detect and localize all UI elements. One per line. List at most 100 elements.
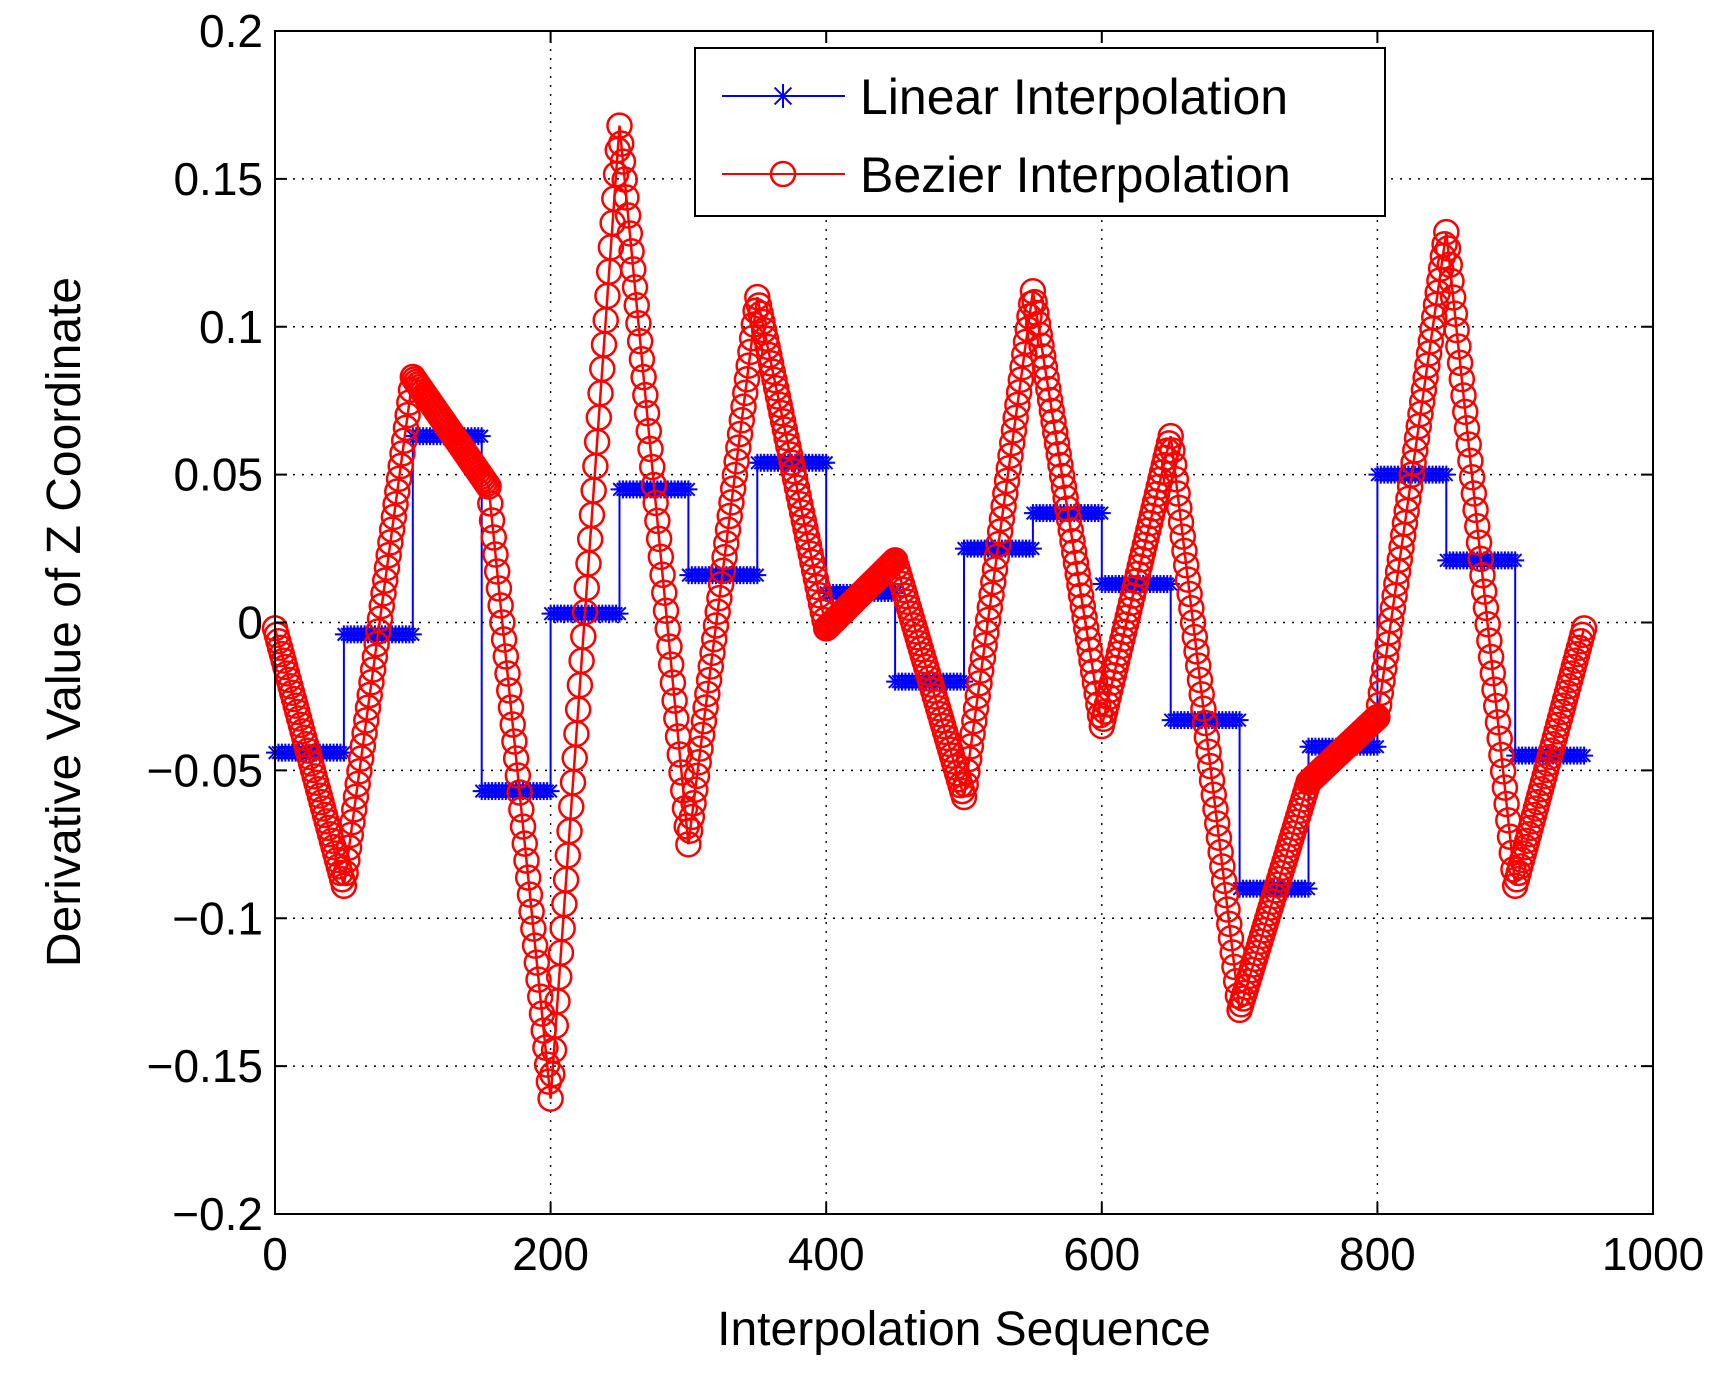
bezier-point: [1174, 566, 1202, 593]
bezier-point: [726, 420, 754, 448]
bezier-point: [1362, 705, 1389, 733]
bezier-point: [711, 543, 738, 571]
bezier-point: [1445, 333, 1472, 360]
bezier-point: [509, 813, 537, 840]
bezier-point: [380, 503, 408, 531]
bezier-point: [976, 594, 1004, 621]
bezier-point: [637, 435, 664, 463]
x-tick-label: 1000: [1602, 1228, 1704, 1280]
bezier-point: [647, 543, 675, 571]
bezier-point: [666, 741, 694, 768]
bezier-point: [1446, 349, 1474, 377]
bezier-point: [1453, 414, 1481, 442]
y-tick-label: 0.05: [173, 449, 263, 501]
bezier-point: [1069, 593, 1097, 620]
bezier-point: [723, 448, 750, 475]
bezier-point: [1488, 741, 1515, 769]
bezier-point: [1188, 681, 1215, 708]
bezier-point: [954, 758, 981, 785]
bezier-point: [616, 220, 644, 247]
bezier-point: [626, 327, 654, 355]
bezier-point: [642, 489, 669, 517]
bezier-point: [356, 681, 383, 709]
bezier-point: [1464, 512, 1491, 540]
bezier-point: [969, 644, 997, 672]
y-tick-label: 0.15: [173, 153, 263, 205]
bezier-point: [1214, 896, 1241, 923]
bezier-point: [1190, 695, 1217, 722]
bezier-point: [1486, 725, 1513, 752]
series-layer: [261, 112, 1598, 1112]
bezier-point: [1172, 552, 1200, 579]
bezier-point: [344, 770, 371, 798]
legend-asterisk-glyph: [771, 84, 795, 108]
bezier-point: [621, 274, 649, 301]
bezier-point: [1064, 560, 1091, 588]
bezier-point: [676, 817, 704, 844]
bezier-point: [678, 803, 706, 831]
bezier-point: [1202, 795, 1229, 823]
bezier-point: [525, 966, 552, 993]
bezier-point: [733, 365, 761, 393]
bezier-point: [390, 427, 418, 454]
bezier-point: [1081, 669, 1109, 696]
bezier-point: [1438, 267, 1465, 295]
bezier-point: [1183, 638, 1210, 665]
bezier-point: [706, 584, 733, 612]
bezier-point: [688, 721, 716, 749]
bezier-point: [1071, 604, 1098, 631]
bezier-point: [988, 505, 1016, 533]
y-tick-label: 0.1: [199, 301, 263, 353]
bezier-point: [974, 606, 1002, 634]
bezier-point: [1042, 419, 1069, 446]
bezier-point: [346, 758, 373, 785]
bezier-point: [1012, 328, 1040, 356]
bezier-point: [1076, 636, 1103, 664]
bezier-point: [731, 379, 759, 407]
bezier-point: [966, 669, 993, 697]
bezier-point: [697, 653, 725, 680]
bezier-point: [682, 776, 709, 803]
bezier-point: [652, 597, 680, 624]
bezier-point: [523, 949, 551, 976]
bezier-point: [962, 695, 990, 722]
linear-point: [1368, 737, 1387, 756]
bezier-point: [330, 872, 358, 899]
linear-point: [1023, 539, 1042, 558]
bezier-point: [382, 490, 409, 518]
bezier-point: [1157, 422, 1184, 450]
bezier-point: [663, 705, 690, 732]
bezier-point: [980, 568, 1007, 596]
bezier-point: [389, 440, 416, 467]
y-tick-label: −0.1: [172, 892, 263, 944]
bezier-point: [1074, 625, 1102, 653]
bezier-point: [473, 470, 501, 498]
bezier-point: [508, 796, 535, 823]
bezier-point: [1028, 332, 1055, 359]
bezier-point: [477, 490, 504, 517]
bezier-point: [342, 783, 370, 810]
bezier-point: [483, 558, 511, 585]
bezier-point: [692, 694, 719, 721]
linear-point: [1575, 746, 1594, 765]
bezier-point: [1489, 758, 1517, 785]
bezier-point: [623, 292, 650, 319]
bezier-point: [632, 381, 659, 409]
bezier-point: [1035, 375, 1062, 403]
bezier-point: [661, 687, 688, 714]
bezier-point: [1476, 627, 1503, 654]
bezier-point: [959, 720, 986, 748]
bezier-point: [1216, 910, 1243, 938]
y-tick-label: −0.05: [147, 744, 263, 796]
bezier-point: [1004, 391, 1031, 419]
bezier-point: [967, 657, 995, 684]
bezier-point: [1470, 578, 1498, 605]
bezier-point: [394, 401, 421, 429]
bezier-point: [1217, 924, 1245, 952]
bezier-point: [735, 352, 762, 379]
bezier-point: [993, 467, 1021, 495]
bezier-point: [385, 465, 413, 493]
bezier-point: [1198, 767, 1226, 794]
bezier-point: [1460, 480, 1488, 507]
